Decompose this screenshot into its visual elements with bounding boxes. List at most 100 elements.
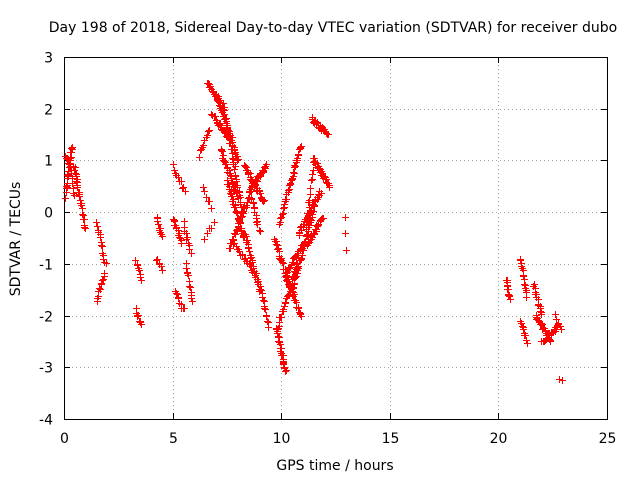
data-point <box>223 161 230 168</box>
data-point <box>98 242 105 249</box>
data-point <box>265 324 272 331</box>
y-tick-label: 0 <box>44 206 53 222</box>
data-point <box>135 312 142 319</box>
data-point <box>246 248 253 255</box>
data-point <box>556 376 563 383</box>
data-point <box>290 169 297 176</box>
data-point <box>250 265 257 272</box>
data-point <box>216 121 223 128</box>
data-point <box>310 202 317 209</box>
data-point <box>212 113 219 120</box>
data-point <box>523 337 530 344</box>
data-point <box>303 222 310 229</box>
data-point <box>311 203 318 210</box>
data-point <box>100 276 107 283</box>
x-tick-label: 25 <box>599 431 617 447</box>
data-point <box>71 192 78 199</box>
data-point <box>277 215 284 222</box>
data-point <box>155 221 162 228</box>
data-point <box>205 128 212 135</box>
data-point <box>306 197 313 204</box>
data-point <box>325 131 332 138</box>
data-point <box>557 323 564 330</box>
data-point <box>97 286 104 293</box>
data-point <box>309 171 316 178</box>
data-point <box>291 170 298 177</box>
data-point <box>278 314 285 321</box>
data-point <box>290 284 297 291</box>
data-point <box>185 272 192 279</box>
data-point <box>545 334 552 341</box>
data-point <box>292 274 299 281</box>
data-point <box>520 326 527 333</box>
data-point <box>224 124 231 131</box>
data-point <box>171 167 178 174</box>
data-point <box>298 313 305 320</box>
data-point <box>134 262 141 269</box>
x-axis-tick-labels: 0 5 10 15 20 25 <box>60 431 616 447</box>
data-point <box>295 263 302 270</box>
x-tick-label: 5 <box>169 431 178 447</box>
data-point <box>244 199 251 206</box>
data-point <box>206 127 213 134</box>
data-point <box>261 197 268 204</box>
y-tick-label: -4 <box>39 413 53 429</box>
data-point <box>69 180 76 187</box>
data-point <box>211 219 218 226</box>
data-point <box>313 120 320 127</box>
data-point <box>310 167 317 174</box>
data-point <box>64 172 71 179</box>
data-point <box>315 191 322 198</box>
data-point <box>159 267 166 274</box>
data-point <box>183 265 190 272</box>
data-point <box>138 277 145 284</box>
data-point <box>74 184 81 191</box>
data-point <box>82 225 89 232</box>
data-point <box>262 306 269 313</box>
data-point <box>280 306 287 313</box>
data-point <box>260 297 267 304</box>
data-point <box>237 220 244 227</box>
data-point <box>71 167 78 174</box>
data-point <box>531 281 538 288</box>
data-point <box>308 177 315 184</box>
data-point <box>181 218 188 225</box>
data-point <box>69 144 76 151</box>
data-point <box>72 164 79 171</box>
data-point <box>547 338 554 345</box>
data-point <box>233 189 240 196</box>
data-point <box>297 144 304 151</box>
data-point <box>154 256 161 263</box>
data-point <box>227 172 234 179</box>
data-point <box>282 299 289 306</box>
data-point <box>228 146 235 153</box>
data-point <box>519 323 526 330</box>
data-point <box>553 316 560 323</box>
data-point <box>186 246 193 253</box>
data-point <box>188 250 195 257</box>
data-point <box>203 194 210 201</box>
data-point <box>233 209 240 216</box>
data-point <box>217 122 224 129</box>
y-axis-label: SDTVAR / TECUs <box>8 182 24 297</box>
data-point <box>184 234 191 241</box>
data-point <box>208 205 215 212</box>
data-point <box>174 291 181 298</box>
data-point <box>523 294 530 301</box>
y-tick-label: -3 <box>39 361 53 377</box>
data-point <box>236 248 243 255</box>
data-point <box>342 214 349 221</box>
data-point <box>254 221 261 228</box>
data-point <box>306 204 313 211</box>
data-point <box>293 273 300 280</box>
data-point <box>218 147 225 154</box>
data-point <box>278 214 285 221</box>
data-point <box>200 184 207 191</box>
data-point <box>524 340 531 347</box>
data-point <box>229 155 236 162</box>
data-point <box>281 201 288 208</box>
data-point <box>280 260 287 267</box>
data-point <box>178 240 185 247</box>
data-point <box>188 295 195 302</box>
data-point <box>279 211 286 218</box>
